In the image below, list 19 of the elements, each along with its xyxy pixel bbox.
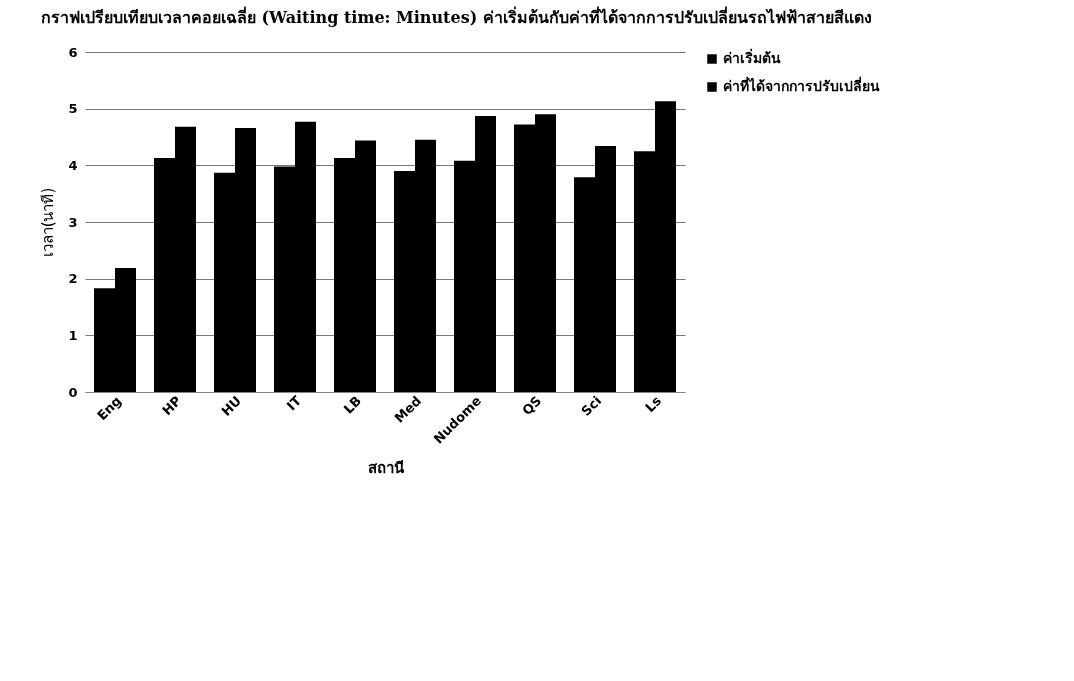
y-tick-label: 1: [68, 327, 78, 343]
x-tick-label: QS: [519, 393, 545, 419]
chart-title: กราฟเปรียบเทียบเวลาคอยเฉลี่ย (Waiting time: Minutes) ค่าเริ่มต้นกับค่าที่ได้จากการปรับเปลี่ยนรถไฟฟ้าสายสีแดง: [40, 6, 872, 27]
x-tick-label: Sci: [578, 393, 605, 419]
legend-label: ค่าเริ่มต้น: [723, 48, 781, 66]
y-tick-label: 3: [68, 214, 78, 230]
x-tick-label: IT: [283, 393, 305, 414]
y-tick-label: 5: [68, 101, 78, 117]
x-tick-label: Ls: [642, 392, 665, 416]
y-tick-label: 6: [68, 44, 78, 60]
x-tick-label: HU: [218, 393, 245, 419]
x-axis-title: สถานี: [367, 458, 405, 477]
y-tick-label: 2: [68, 271, 78, 287]
x-tick-label: HP: [159, 393, 185, 419]
y-axis-title: เวลา(นาที): [39, 187, 58, 258]
x-tick-label: LB: [340, 393, 365, 417]
legend-label: ค่าที่ได้จากการปรับเปลี่ยน: [723, 76, 880, 94]
y-tick-label: 0: [68, 384, 78, 400]
y-tick-label: 4: [68, 157, 78, 173]
